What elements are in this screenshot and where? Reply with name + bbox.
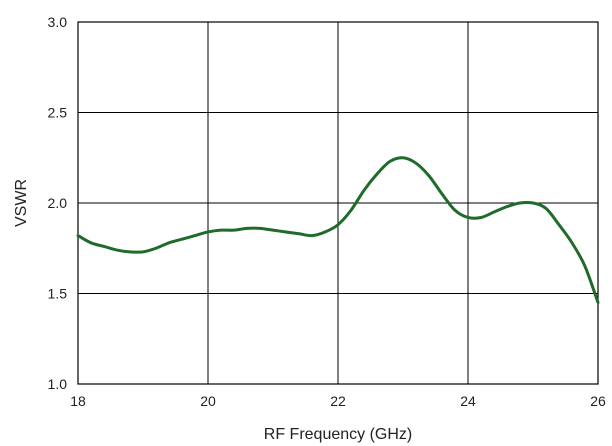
- x-tick-label: 26: [590, 393, 606, 409]
- grid-lines: [78, 22, 598, 384]
- x-tick-label: 20: [200, 393, 216, 409]
- x-tick-label: 24: [460, 393, 476, 409]
- y-tick-label: 1.5: [48, 286, 68, 302]
- x-tick-labels: 18 20 22 24 26: [70, 393, 606, 409]
- y-tick-labels: 1.0 1.5 2.0 2.5 3.0: [48, 14, 68, 392]
- x-tick-label: 22: [330, 393, 346, 409]
- x-tick-label: 18: [70, 393, 86, 409]
- plot-frame: [77, 21, 599, 385]
- y-tick-label: 3.0: [48, 14, 68, 30]
- y-tick-label: 1.0: [48, 376, 68, 392]
- y-axis-title: VSWR: [13, 179, 30, 227]
- series-group: [76, 156, 600, 305]
- vswr-series-line: [76, 156, 600, 305]
- x-axis-title: RF Frequency (GHz): [264, 426, 412, 443]
- y-tick-label: 2.0: [48, 195, 68, 211]
- y-tick-label: 2.5: [48, 105, 68, 121]
